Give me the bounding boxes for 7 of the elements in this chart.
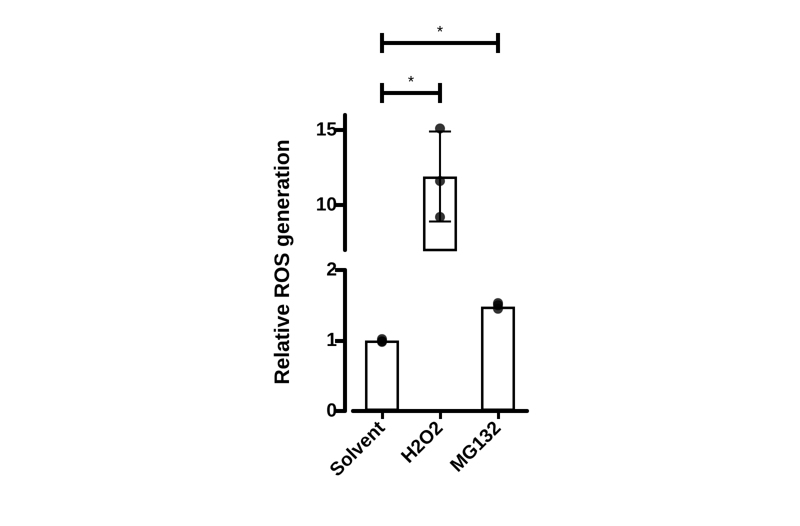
y-axis-title: Relative ROS generation — [271, 139, 295, 385]
text: * — [408, 74, 414, 91]
y-tick-label: 2 — [326, 260, 337, 280]
y-tick-label: 10 — [316, 194, 337, 216]
text: * — [436, 24, 444, 41]
y-tick-label: 15 — [316, 120, 338, 140]
y-tick-label: 1 — [326, 330, 338, 351]
